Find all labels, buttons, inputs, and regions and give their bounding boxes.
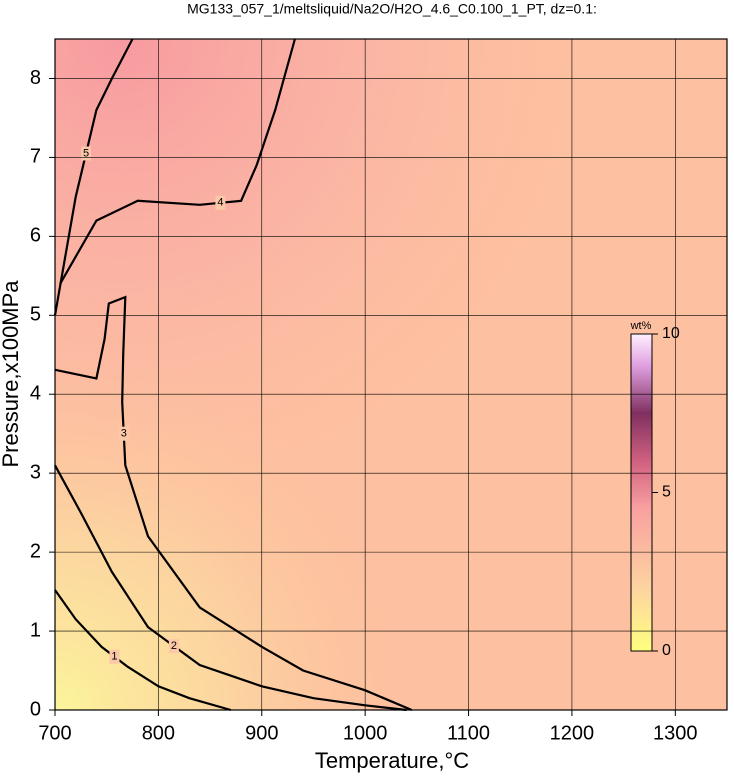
contour-label: 3 <box>121 428 127 440</box>
contour-label-bg <box>168 639 179 654</box>
contour-line <box>54 464 407 712</box>
plot-frame <box>54 38 728 711</box>
colorbar-tick-label: 10 <box>662 325 680 342</box>
y-tick-label: 4 <box>30 383 41 405</box>
y-tick-label: 6 <box>30 225 41 247</box>
y-tick-label: 7 <box>30 146 41 168</box>
x-tick-label: 800 <box>142 722 175 744</box>
colorbar-tick-label: 5 <box>662 484 671 501</box>
contour-label: 2 <box>171 640 177 652</box>
y-tick-label: 0 <box>30 698 41 720</box>
x-axis-label: Temperature,°C <box>315 748 469 773</box>
y-tick-label: 3 <box>30 461 41 483</box>
y-axis-label: Pressure,x100MPa <box>0 280 23 468</box>
y-tick-label: 1 <box>30 619 41 641</box>
contour-label-bg <box>81 146 92 161</box>
colorbar-label: wt% <box>630 320 652 332</box>
x-tick-label: 700 <box>38 722 71 744</box>
contour-label: 5 <box>83 147 89 159</box>
chart-title: MG133_057_1/meltsliquid/Na2O/H2O_4.6_C0.… <box>187 1 597 17</box>
contour-line <box>54 589 232 712</box>
y-tick-label: 8 <box>30 67 41 89</box>
contour-label: 1 <box>111 651 117 663</box>
x-tick-label: 1200 <box>550 722 595 744</box>
x-tick-label: 1300 <box>653 722 698 744</box>
contour-label: 4 <box>217 197 223 209</box>
contour-label-bg <box>109 649 120 664</box>
colorbar <box>630 333 653 652</box>
x-tick-label: 1000 <box>343 722 388 744</box>
heatmap <box>55 39 727 710</box>
y-tick-label: 5 <box>30 304 41 326</box>
y-tick-label: 2 <box>30 540 41 562</box>
colorbar-tick-label: 0 <box>662 642 671 659</box>
x-tick-label: 1100 <box>447 722 490 744</box>
x-tick-label: 900 <box>245 722 278 744</box>
contour-label-bg <box>215 195 226 210</box>
contour-label-bg <box>118 426 129 441</box>
